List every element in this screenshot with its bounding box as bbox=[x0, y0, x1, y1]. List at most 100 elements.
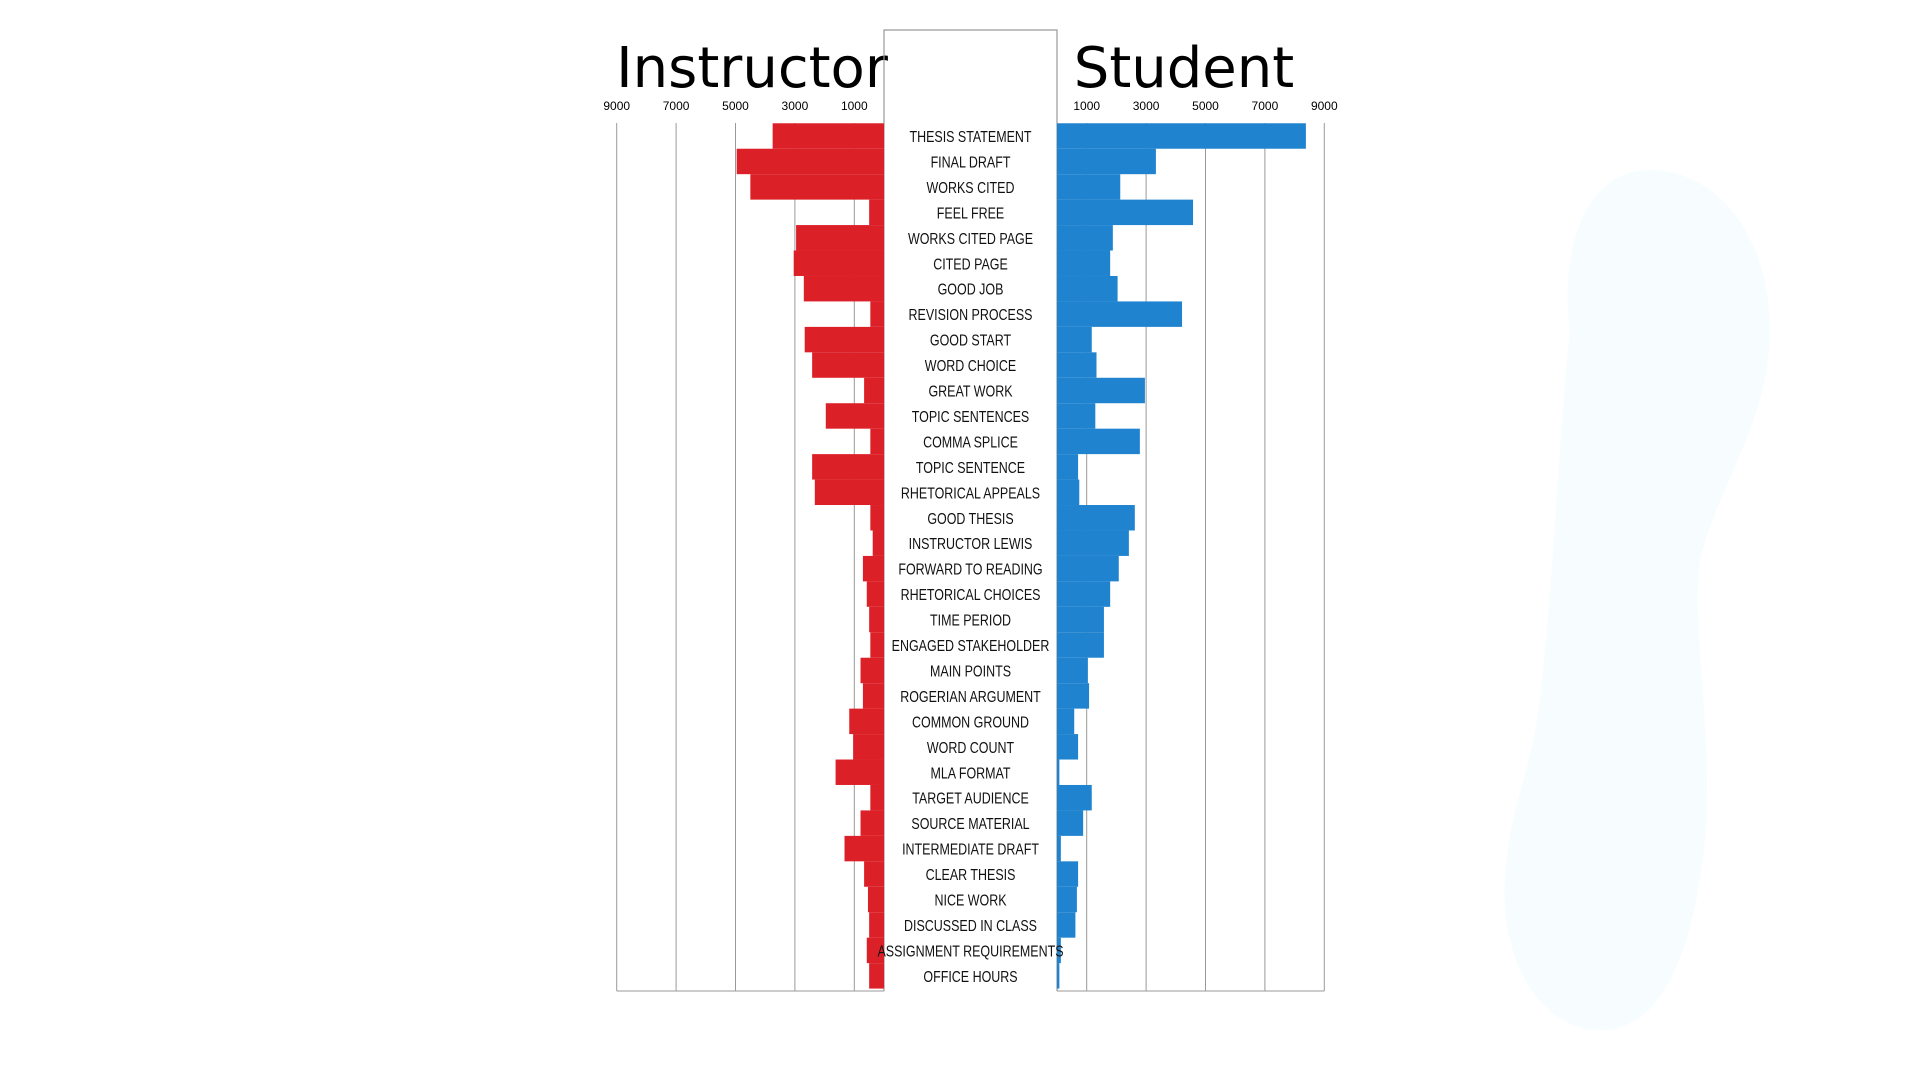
student-bar bbox=[1057, 505, 1135, 531]
instructor-bar bbox=[867, 886, 884, 913]
category-label: WORD CHOICE bbox=[925, 358, 1016, 376]
student-bar bbox=[1057, 861, 1079, 887]
student-bar bbox=[1057, 377, 1145, 404]
instructor-bar bbox=[812, 352, 884, 378]
decorative-background-shape bbox=[1504, 170, 1770, 1030]
instructor-bar bbox=[736, 148, 884, 175]
student-bar bbox=[1057, 275, 1118, 302]
student-bar bbox=[1057, 835, 1061, 862]
instructor-bar bbox=[864, 861, 884, 887]
instructor-bar bbox=[872, 530, 884, 556]
student-bar bbox=[1057, 606, 1104, 633]
category-label: TOPIC SENTENCE bbox=[916, 459, 1025, 477]
instructor-tick-label: 7000 bbox=[663, 99, 690, 113]
instructor-bar bbox=[814, 479, 884, 506]
instructor-bar bbox=[870, 784, 884, 811]
category-label: OFFICE HOURS bbox=[923, 968, 1017, 986]
instructor-bar bbox=[869, 199, 884, 226]
category-label: INSTRUCTOR LEWIS bbox=[909, 536, 1033, 554]
student-bar bbox=[1057, 174, 1121, 200]
student-tick-label: 3000 bbox=[1133, 99, 1160, 113]
student-bar bbox=[1057, 555, 1119, 582]
category-label: RHETORICAL APPEALS bbox=[901, 485, 1040, 503]
student-bar bbox=[1057, 734, 1079, 760]
category-label: RHETORICAL CHOICES bbox=[901, 587, 1041, 605]
instructor-bar bbox=[866, 581, 884, 607]
category-label: THESIS STATEMENT bbox=[909, 129, 1031, 147]
student-title: Student bbox=[1074, 36, 1294, 101]
student-tick-label: 1000 bbox=[1073, 99, 1100, 113]
instructor-bar bbox=[803, 275, 884, 302]
category-label: GOOD JOB bbox=[938, 281, 1004, 299]
instructor-bar bbox=[853, 734, 884, 760]
student-bar bbox=[1057, 123, 1306, 149]
instructor-tick-label: 9000 bbox=[603, 99, 630, 113]
instructor-bar bbox=[862, 683, 884, 709]
student-bar bbox=[1057, 250, 1111, 276]
instructor-bar bbox=[793, 250, 884, 276]
student-bar bbox=[1057, 912, 1076, 938]
category-label: REVISION PROCESS bbox=[909, 307, 1033, 325]
category-label: TOPIC SENTENCES bbox=[912, 409, 1030, 427]
instructor-tick-label: 3000 bbox=[782, 99, 809, 113]
student-tick-label: 5000 bbox=[1192, 99, 1219, 113]
instructor-title: Instructor bbox=[616, 36, 889, 101]
category-label: COMMON GROUND bbox=[912, 714, 1029, 732]
category-label: FORWARD TO READING bbox=[898, 561, 1042, 579]
category-label: DISCUSSED IN CLASS bbox=[904, 918, 1037, 936]
student-bar bbox=[1057, 632, 1104, 658]
instructor-bar bbox=[835, 759, 884, 785]
student-bar bbox=[1057, 886, 1077, 913]
category-label: ROGERIAN ARGUMENT bbox=[900, 689, 1041, 707]
student-bar bbox=[1057, 530, 1129, 556]
student-bar bbox=[1057, 454, 1079, 480]
category-label: ASSIGNMENT REQUIREMENTS bbox=[877, 943, 1063, 961]
category-label: SOURCE MATERIAL bbox=[911, 816, 1029, 834]
student-bar bbox=[1057, 683, 1090, 709]
category-label: INTERMEDIATE DRAFT bbox=[902, 841, 1039, 859]
instructor-bar bbox=[869, 606, 884, 633]
category-label: ENGAGED STAKEHOLDER bbox=[892, 638, 1050, 656]
instructor-bar bbox=[870, 632, 884, 658]
instructor-bar bbox=[849, 708, 884, 735]
instructor-bar bbox=[870, 505, 884, 531]
category-label: MAIN POINTS bbox=[930, 663, 1011, 681]
instructor-bar bbox=[866, 937, 884, 964]
student-bar bbox=[1057, 937, 1061, 964]
student-tick-label: 9000 bbox=[1311, 99, 1338, 113]
category-label: NICE WORK bbox=[934, 892, 1006, 910]
category-label: TIME PERIOD bbox=[930, 612, 1011, 630]
instructor-bar bbox=[860, 810, 884, 836]
category-label: WORKS CITED PAGE bbox=[908, 230, 1033, 248]
student-bar bbox=[1057, 225, 1113, 251]
student-bar bbox=[1057, 759, 1060, 785]
instructor-bar bbox=[864, 377, 884, 404]
instructor-bar bbox=[796, 225, 884, 251]
instructor-bar bbox=[750, 174, 884, 200]
category-label: TARGET AUDIENCE bbox=[912, 790, 1029, 808]
instructor-bar bbox=[812, 454, 884, 480]
student-bar bbox=[1057, 352, 1097, 378]
instructor-bar bbox=[825, 403, 884, 429]
category-label: WORKS CITED bbox=[927, 180, 1015, 198]
student-bar bbox=[1057, 148, 1156, 175]
instructor-tick-label: 1000 bbox=[841, 99, 868, 113]
student-bar bbox=[1057, 199, 1194, 226]
instructor-bar bbox=[860, 657, 884, 684]
instructor-bar bbox=[804, 326, 884, 353]
category-label: GREAT WORK bbox=[928, 383, 1012, 401]
instructor-bar bbox=[772, 123, 884, 149]
category-label: MLA FORMAT bbox=[930, 765, 1010, 783]
student-bar bbox=[1057, 657, 1088, 684]
instructor-bar bbox=[844, 835, 884, 862]
category-label: COMMA SPLICE bbox=[923, 434, 1018, 452]
category-label: CITED PAGE bbox=[933, 256, 1008, 274]
student-bar bbox=[1057, 581, 1111, 607]
category-label: WORD COUNT bbox=[927, 739, 1014, 757]
category-label: CLEAR THESIS bbox=[926, 867, 1016, 885]
student-bar bbox=[1057, 326, 1092, 353]
instructor-tick-label: 5000 bbox=[722, 99, 749, 113]
instructor-bar bbox=[870, 428, 884, 455]
category-label: GOOD THESIS bbox=[927, 510, 1013, 528]
